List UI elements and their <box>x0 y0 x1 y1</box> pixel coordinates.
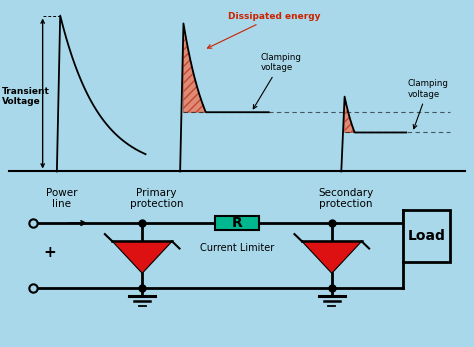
Text: Dissipated energy: Dissipated energy <box>208 12 320 48</box>
Text: Clamping
voltage: Clamping voltage <box>408 79 448 129</box>
Text: R: R <box>232 216 242 230</box>
Text: +: + <box>44 245 56 260</box>
Text: Secondary
protection: Secondary protection <box>319 188 374 209</box>
Text: Current Limiter: Current Limiter <box>200 243 274 253</box>
Text: Power
line: Power line <box>46 188 77 209</box>
Text: Load: Load <box>408 229 446 243</box>
Polygon shape <box>112 241 172 273</box>
Polygon shape <box>183 23 206 112</box>
Polygon shape <box>302 241 362 273</box>
FancyBboxPatch shape <box>215 216 259 230</box>
FancyBboxPatch shape <box>403 210 450 262</box>
Text: Primary
protection: Primary protection <box>130 188 183 209</box>
Polygon shape <box>345 96 355 133</box>
Text: Clamping
voltage: Clamping voltage <box>253 53 301 109</box>
Text: Transient
Voltage: Transient Voltage <box>2 87 50 106</box>
